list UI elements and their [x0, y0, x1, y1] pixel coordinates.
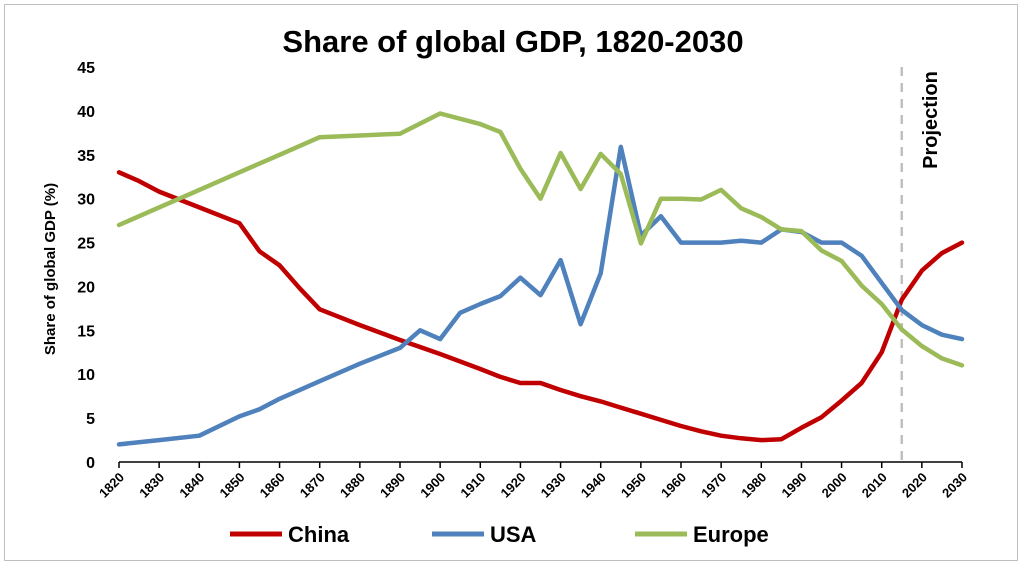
x-tick-label: 1830 — [136, 470, 167, 501]
y-tick-label: 0 — [86, 455, 95, 472]
x-tick-label: 1850 — [216, 470, 247, 501]
x-tick-label: 1860 — [257, 470, 288, 501]
y-tick-label: 5 — [86, 411, 95, 428]
y-tick-label: 15 — [77, 323, 95, 340]
x-tick-label: 2030 — [939, 470, 970, 501]
x-tick-label: 1930 — [538, 470, 569, 501]
series-lines — [116, 111, 965, 447]
y-tick-label: 35 — [77, 148, 95, 165]
legend-label-europe: Europe — [693, 522, 769, 547]
x-tick-label: 1870 — [297, 470, 328, 501]
y-tick-label: 45 — [77, 60, 95, 77]
x-tick-label: 1960 — [658, 470, 689, 501]
x-tick-label: 1950 — [618, 470, 649, 501]
x-tick-label: 1940 — [578, 470, 609, 501]
x-tick-label: 1910 — [457, 470, 488, 501]
x-tick-label: 1920 — [497, 470, 528, 501]
x-tick-label: 2020 — [899, 470, 930, 501]
legend-label-usa: USA — [490, 522, 537, 547]
series-line-europe — [116, 111, 965, 368]
x-tick-label: 1970 — [698, 470, 729, 501]
chart-title: Share of global GDP, 1820-2030 — [282, 24, 743, 59]
line-chart: Share of global GDP, 1820-2030 Share of … — [42, 24, 970, 547]
x-tick-label: 1980 — [738, 470, 769, 501]
x-tick-label: 1890 — [377, 470, 408, 501]
projection-label: Projection — [920, 71, 942, 169]
y-tick-label: 40 — [77, 104, 95, 121]
y-tick-label: 10 — [77, 367, 95, 384]
y-axis-label: Share of global GDP (%) — [42, 183, 59, 355]
y-tick-label: 25 — [77, 236, 95, 253]
x-tick-label: 1900 — [417, 470, 448, 501]
x-tick-label: 2000 — [819, 470, 850, 501]
x-axis-ticks: 1820 1830 1840 1850 1860 1870 1880 1890 1900 1910… — [96, 462, 970, 501]
x-tick-label: 1880 — [337, 470, 368, 501]
series-line-usa — [116, 144, 965, 447]
chart-frame: Share of global GDP, 1820-2030 Share of … — [4, 4, 1018, 561]
legend-label-china: China — [288, 522, 350, 547]
series-line-china — [116, 170, 965, 443]
y-tick-label: 20 — [77, 279, 95, 296]
y-axis-ticks: 0 5 10 15 20 25 30 35 40 45 — [77, 60, 95, 472]
x-tick-label: 1820 — [96, 470, 127, 501]
x-tick-label: 2010 — [859, 470, 890, 501]
y-tick-label: 30 — [77, 192, 95, 209]
x-tick-label: 1840 — [176, 470, 207, 501]
x-tick-label: 1990 — [778, 470, 809, 501]
legend: China USA Europe — [230, 522, 769, 547]
